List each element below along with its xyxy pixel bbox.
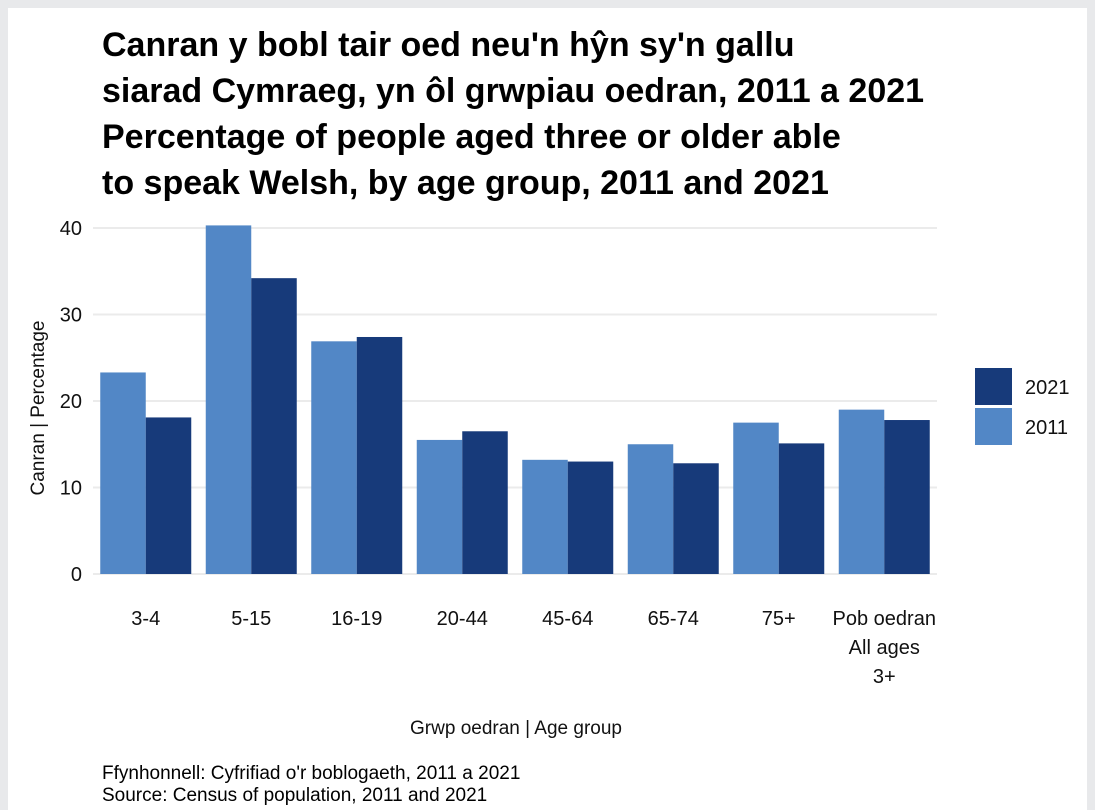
bar-series [100,225,930,574]
bar-2021 [356,336,403,574]
source-line: Source: Census of population, 2011 and 2… [102,785,488,806]
x-tick-label: 45-64 [542,608,593,630]
chart-title-line: Percentage of people aged three or older… [102,118,841,156]
x-tick-label: 75+ [762,608,796,630]
bar-2011 [838,409,885,574]
bar-2021 [778,443,825,574]
legend-swatch [975,408,1012,445]
x-tick-label: 65-74 [648,608,699,630]
bar-2011 [522,459,568,574]
y-tick-label: 30 [60,305,82,327]
bar-chart: 0 10 20 30 40 3-4 5-15 16-19 20-44 45-64 65-74 75+… [28,218,1070,739]
y-axis-label: Canran | Percentage [28,321,49,496]
bar-2011 [311,341,357,574]
legend-label: 2021 [1025,377,1070,399]
y-axis: 0 10 20 30 40 [60,218,82,586]
y-tick-label: 20 [60,391,82,413]
bar-2021 [884,420,930,574]
bar-2011 [100,372,146,574]
x-tick-label: 20-44 [437,608,488,630]
chart-title-line: Canran y bobl tair oed neu'n hŷn sy'n ga… [102,26,795,64]
legend: 2021 2011 [975,368,1070,445]
source-line: Ffynhonnell: Cyfrifiad o'r boblogaeth, 2… [102,763,521,784]
bar-2021 [462,431,508,574]
bar-2011 [733,422,779,574]
x-tick-label: 3-4 [131,608,160,630]
bar-2021 [567,461,614,574]
x-axis: 3-4 5-15 16-19 20-44 45-64 65-74 75+ Pob oedran… [131,608,936,688]
bar-2011 [627,444,674,574]
chart-panel: Canran y bobl tair oed neu'n hŷn sy'n ga… [8,8,1087,810]
bar-2021 [673,463,719,574]
bar-2011 [205,225,252,574]
y-tick-label: 10 [60,478,82,500]
y-tick-label: 0 [71,564,82,586]
x-tick-label: 16-19 [331,608,382,630]
x-tick-label: Pob oedran [833,608,936,630]
chart-title: Canran y bobl tair oed neu'n hŷn sy'n ga… [102,22,1092,206]
bar-2021 [145,417,192,574]
legend-swatch [975,368,1012,405]
bar-2011 [416,439,463,574]
chart-title-line: to speak Welsh, by age group, 2011 and 2… [102,164,829,202]
x-tick-label: 3+ [873,666,896,688]
bar-2021 [251,278,297,574]
x-tick-label: All ages [849,637,920,659]
source-note: Ffynhonnell: Cyfrifiad o'r boblogaeth, 2… [102,763,520,807]
chart-title-line: siarad Cymraeg, yn ôl grwpiau oedran, 20… [102,72,925,110]
y-tick-label: 40 [60,218,82,240]
legend-label: 2011 [1025,417,1068,439]
x-tick-label: 5-15 [231,608,271,630]
x-axis-label: Grwp oedran | Age group [410,718,622,739]
